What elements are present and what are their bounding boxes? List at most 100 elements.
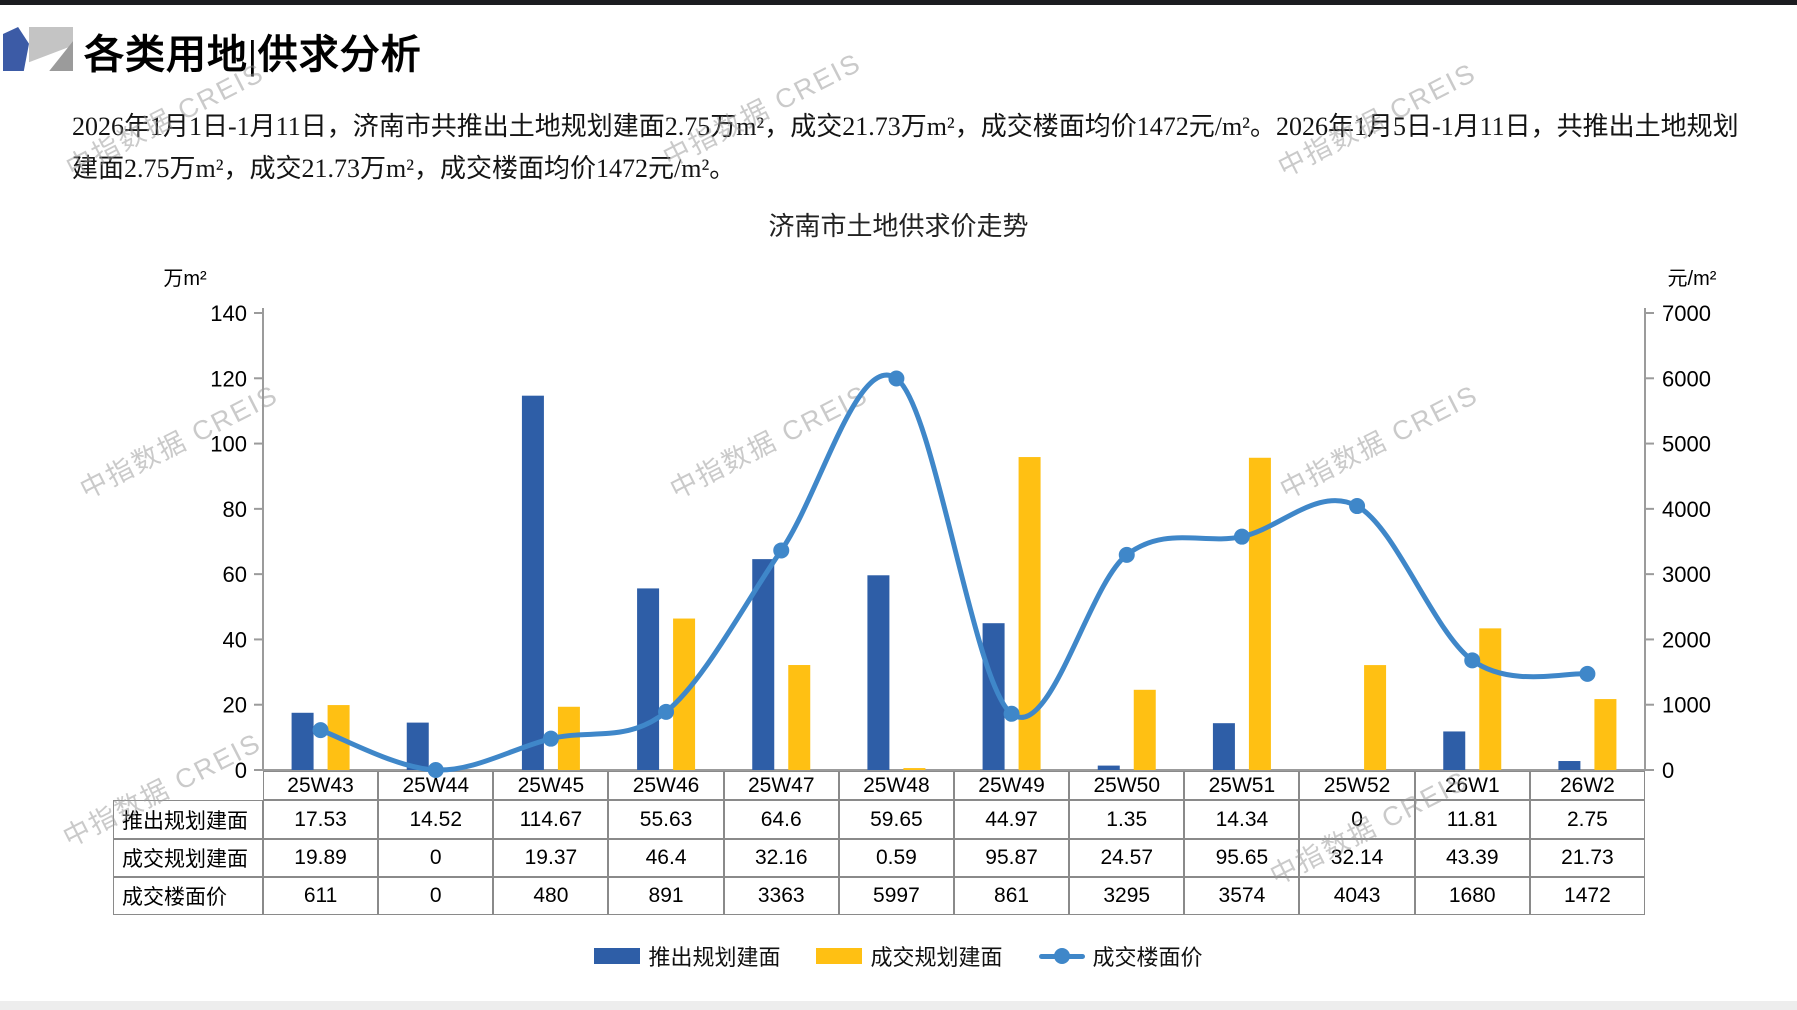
table-value-cell: 1680 <box>1414 877 1530 915</box>
page-title: 各类用地|供求分析 <box>84 32 422 77</box>
logo-blue-shape <box>3 27 29 71</box>
price-marker <box>888 370 905 387</box>
bar-sold <box>1364 665 1387 770</box>
bar-supply <box>637 588 660 770</box>
left-axis-tick-label: 100 <box>210 432 247 457</box>
table-category-header: 25W50 <box>1069 771 1185 800</box>
right-axis-tick-label: 1000 <box>1662 693 1711 718</box>
price-marker <box>658 703 675 720</box>
bar-sold <box>1479 628 1502 770</box>
table-category-header: 25W47 <box>723 771 839 800</box>
right-axis-tick-label: 4000 <box>1662 497 1711 522</box>
price-marker <box>312 722 329 739</box>
legend-item-supply: 推出规划建面 <box>594 940 780 972</box>
creis-logo-icon <box>3 27 73 71</box>
bar-supply <box>1558 761 1581 770</box>
price-marker <box>773 542 790 559</box>
table-value-cell: 861 <box>953 877 1070 915</box>
bar-supply <box>291 712 314 770</box>
summary-text: 2026年1月1日-1月11日，济南市共推出土地规划建面2.75万m²，成交21… <box>72 112 1739 183</box>
table-value-cell: 19.89 <box>263 839 379 877</box>
table-value-cell: 114.67 <box>493 800 609 839</box>
bar-supply <box>982 623 1005 770</box>
table-row-header: 推出规划建面 <box>113 800 263 839</box>
table-value-cell: 95.87 <box>953 839 1070 877</box>
table-value-cell: 0.59 <box>838 839 954 877</box>
sold-swatch-icon <box>816 948 863 964</box>
bar-supply <box>1212 723 1235 770</box>
price-line-swatch-icon <box>1038 948 1085 964</box>
table-category-header: 25W45 <box>493 771 609 800</box>
table-category-header: 25W51 <box>1184 771 1300 800</box>
data-table: 25W43 25W44 25W45 25W46 25W47 25W48 25W49 25W50… <box>113 771 1645 915</box>
table-value-cell: 0 <box>378 839 494 877</box>
bar-sold <box>1133 689 1156 770</box>
price-marker <box>1464 652 1481 669</box>
table-value-cell: 1472 <box>1529 877 1645 915</box>
table-value-cell: 480 <box>493 877 609 915</box>
table-value-cell: 11.81 <box>1414 800 1530 839</box>
table-category-header: 25W43 <box>263 771 379 800</box>
table-value-cell: 24.57 <box>1069 839 1185 877</box>
legend-label-sold: 成交规划建面 <box>870 945 1003 970</box>
price-marker <box>1118 546 1135 563</box>
table-category-header: 25W44 <box>378 771 494 800</box>
bar-sold <box>327 705 350 770</box>
table-category-header: 25W49 <box>953 771 1070 800</box>
right-axis-tick-label: 3000 <box>1662 562 1711 587</box>
bottom-edge-strip <box>0 1001 1797 1010</box>
right-axis-tick-label: 2000 <box>1662 627 1711 652</box>
table-value-cell: 46.4 <box>608 839 724 877</box>
table-value-cell: 891 <box>608 877 724 915</box>
table-value-cell: 0 <box>378 877 494 915</box>
table-value-cell: 55.63 <box>608 800 724 839</box>
table-row-header: 成交规划建面 <box>113 839 263 877</box>
bar-supply <box>1097 765 1120 770</box>
price-marker <box>1579 665 1596 682</box>
price-marker <box>1003 705 1020 722</box>
top-border-strip <box>0 0 1797 5</box>
table-category-header: 26W1 <box>1414 771 1530 800</box>
table-value-cell: 14.34 <box>1184 800 1300 839</box>
table-value-cell: 1.35 <box>1069 800 1185 839</box>
supply-swatch-icon <box>594 948 641 964</box>
right-axis-tick-label: 0 <box>1662 758 1674 783</box>
table-value-cell: 3295 <box>1069 877 1185 915</box>
bar-sold <box>788 665 811 770</box>
table-value-cell: 17.53 <box>263 800 379 839</box>
table-corner-cell <box>113 771 263 800</box>
watermark: 中指数据 CREIS <box>75 379 284 505</box>
right-axis-unit-label: 元/m² <box>1667 268 1717 290</box>
left-axis-tick-label: 40 <box>223 627 247 652</box>
table-row-header: 成交楼面价 <box>113 877 263 915</box>
table-value-cell: 95.65 <box>1184 839 1300 877</box>
left-axis-unit-label: 万m² <box>163 268 207 290</box>
legend-item-sold: 成交规划建面 <box>816 940 1003 972</box>
table-value-cell: 14.52 <box>378 800 494 839</box>
bar-sold <box>673 618 696 770</box>
legend-item-price: 成交楼面价 <box>1038 940 1203 972</box>
left-axis-tick-label: 20 <box>223 693 247 718</box>
table-value-cell: 32.14 <box>1299 839 1415 877</box>
table-value-cell: 2.75 <box>1529 800 1645 839</box>
table-value-cell: 3363 <box>723 877 839 915</box>
chart-title: 济南市土地供求价走势 <box>768 212 1029 241</box>
price-marker <box>1349 498 1366 515</box>
left-axis-tick-label: 60 <box>223 562 247 587</box>
table-value-cell: 0 <box>1299 800 1415 839</box>
legend-label-price: 成交楼面价 <box>1092 945 1203 970</box>
table-value-cell: 4043 <box>1299 877 1415 915</box>
right-axis-tick-label: 7000 <box>1662 301 1711 326</box>
table-value-cell: 59.65 <box>838 800 954 839</box>
price-marker <box>542 730 559 747</box>
table-value-cell: 44.97 <box>953 800 1070 839</box>
watermark: 中指数据 CREIS <box>665 379 874 505</box>
table-value-cell: 3574 <box>1184 877 1300 915</box>
table-value-cell: 19.37 <box>493 839 609 877</box>
bar-sold <box>557 706 580 770</box>
table-category-header: 26W2 <box>1529 771 1645 800</box>
bar-supply <box>752 559 775 770</box>
legend-label-supply: 推出规划建面 <box>648 945 781 970</box>
left-axis-tick-label: 140 <box>210 301 247 326</box>
